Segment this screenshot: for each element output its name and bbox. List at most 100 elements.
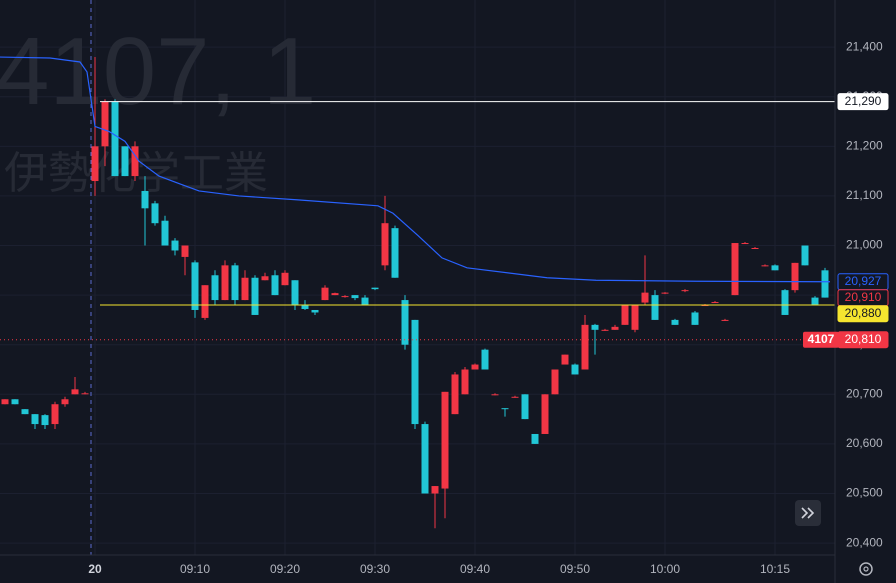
candle-body <box>31 414 39 425</box>
candle-body <box>791 262 799 291</box>
candle-body <box>181 245 189 257</box>
candle-body <box>171 240 179 251</box>
y-tick-label: 21,000 <box>846 238 883 252</box>
candle-body <box>221 265 229 301</box>
candle-body <box>541 394 549 434</box>
price-tag: 20,880 <box>845 306 882 320</box>
x-tick-label: 10:15 <box>760 562 790 576</box>
candle-body <box>341 296 349 298</box>
candle-body <box>501 408 509 410</box>
candle-body <box>191 262 199 310</box>
price-tag: 21,290 <box>845 94 882 108</box>
price-tag-bg <box>837 93 889 111</box>
candle-body <box>731 243 739 296</box>
y-tick-label: 20,700 <box>846 386 883 400</box>
average-line <box>0 56 831 283</box>
candle-body <box>441 391 449 489</box>
y-tick-label: 20,500 <box>846 486 883 500</box>
candle-body <box>601 329 609 331</box>
x-tick-label: 20 <box>88 562 102 576</box>
candle-body <box>461 369 469 395</box>
scroll-button[interactable] <box>795 500 821 526</box>
candle-body <box>801 245 809 266</box>
x-tick-label: 09:50 <box>560 562 590 576</box>
candle-body <box>321 287 329 301</box>
candle-body <box>161 220 169 246</box>
y-tick-label: 20,400 <box>846 535 883 549</box>
candle-body <box>451 374 459 415</box>
candle-body <box>651 295 659 320</box>
candle-body <box>471 364 479 370</box>
candle-body <box>301 305 309 309</box>
settings-button[interactable] <box>859 562 873 576</box>
candle-body <box>721 319 729 321</box>
candle-body <box>421 424 429 494</box>
candle-body <box>21 409 29 415</box>
candle-body <box>331 293 339 296</box>
candle-body <box>371 287 379 290</box>
candle-body <box>521 394 529 420</box>
y-tick-label: 20,600 <box>846 436 883 450</box>
x-tick-label: 09:10 <box>180 562 210 576</box>
candle-body <box>531 433 539 444</box>
settings-icon[interactable] <box>859 562 873 576</box>
price-tag: 20,910 <box>845 290 882 304</box>
symbol-tag-bg <box>803 331 839 348</box>
candle-body <box>41 415 49 426</box>
candle-body <box>511 396 519 398</box>
candle-body <box>811 297 819 306</box>
candle-body <box>761 265 769 267</box>
candle-body <box>561 354 569 365</box>
candle-body <box>661 292 669 294</box>
candle-body <box>291 280 299 306</box>
candle-body <box>141 190 149 209</box>
settings-icon-center <box>863 566 869 572</box>
price-tag-bg <box>837 305 889 323</box>
candle-body <box>121 146 129 177</box>
candle-body <box>771 265 779 271</box>
candle-body <box>71 389 79 395</box>
candle-body <box>581 324 589 370</box>
candle-body <box>691 312 699 325</box>
y-tick-label: 21,100 <box>846 188 883 202</box>
candle-body <box>211 275 219 301</box>
y-tick-label: 21,400 <box>846 39 883 53</box>
candle-body <box>131 146 139 177</box>
candle-body <box>81 393 89 395</box>
axes: 20,40020,50020,60020,70020,80020,90021,0… <box>88 39 889 576</box>
x-tick-label: 09:30 <box>360 562 390 576</box>
watermark-symbol: 4107, 1 <box>0 18 316 125</box>
candle-body <box>611 326 619 330</box>
symbol-tag: 4107 <box>808 332 835 346</box>
candle-body <box>781 290 789 315</box>
x-tick-label: 09:40 <box>460 562 490 576</box>
candle-body <box>391 228 399 278</box>
candle-body <box>641 292 649 303</box>
candle-body <box>361 297 369 306</box>
candle-body <box>591 324 599 330</box>
x-tick-label: 09:20 <box>270 562 300 576</box>
candle-body <box>101 101 109 147</box>
candle-body <box>281 272 289 286</box>
price-tag-bg <box>837 331 889 349</box>
candle-body <box>821 270 829 298</box>
y-tick-label: 21,200 <box>846 138 883 152</box>
candle-body <box>231 265 239 301</box>
candle-body <box>311 309 319 313</box>
x-tick-label: 10:00 <box>650 562 680 576</box>
candle-body <box>201 285 209 318</box>
candle-body <box>631 305 639 330</box>
candle-body <box>11 399 19 405</box>
price-tag: 20,810 <box>845 332 882 346</box>
candle-body <box>711 302 719 304</box>
candle-body <box>751 247 759 249</box>
candle-body <box>1 399 9 405</box>
candle-body <box>351 295 359 299</box>
candle-body <box>671 319 679 325</box>
candle-body <box>51 404 59 425</box>
candle-body <box>741 243 749 245</box>
candle-body <box>491 394 499 396</box>
candle-body <box>381 223 389 266</box>
candle-body <box>61 399 69 405</box>
